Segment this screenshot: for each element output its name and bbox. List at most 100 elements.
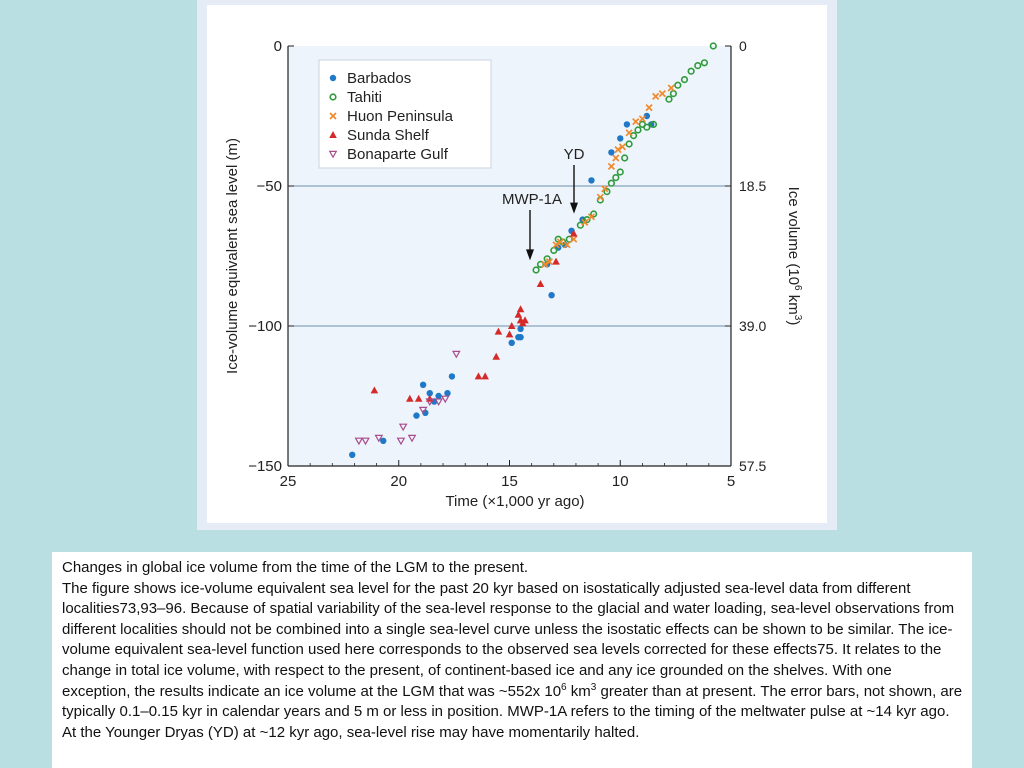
sunda-shelf-point: [521, 316, 529, 324]
annotation-mwp1a-arrowhead: [526, 249, 534, 261]
tahiti-point: [694, 61, 702, 70]
legend-box: [318, 59, 492, 169]
y2-tick-label: 39.0: [739, 318, 766, 334]
barbados-point: [548, 292, 555, 299]
bonaparte-gulf-point: [440, 395, 450, 404]
bonaparte-gulf-point: [354, 437, 364, 446]
huon-peninsula-point: [581, 218, 589, 227]
bonaparte-gulf-point: [425, 398, 435, 407]
barbados-point: [517, 325, 524, 332]
caption-title: Changes in global ice volume from the ti…: [62, 559, 529, 576]
bonaparte-gulf-point: [418, 406, 428, 415]
legend-marker: [329, 93, 337, 101]
x-tick-label: 10: [612, 473, 629, 490]
sunda-shelf-point: [425, 394, 434, 402]
caption-box: Changes in global ice volume from the ti…: [52, 552, 972, 768]
huon-peninsula-point: [638, 115, 647, 123]
sunda-shelf-point: [406, 394, 414, 402]
bonaparte-gulf-point: [407, 434, 417, 443]
tahiti-point: [625, 140, 633, 148]
tahiti-point: [536, 260, 545, 269]
y2-tick-label: 18.5: [739, 178, 766, 194]
tahiti-point: [687, 67, 695, 75]
barbados-point: [588, 177, 595, 184]
huon-peninsula-point: [563, 241, 571, 249]
figure-inner: 25 20 15 10 5 0 −50 −100 −150 0 18.5 39.0 57.5 Ice-v…: [207, 5, 827, 523]
huon-peninsula-point: [541, 260, 549, 269]
tahiti-point: [621, 154, 629, 162]
y2-axis-label: Ice volume (106 km3): [785, 187, 803, 326]
sunda-shelf-point: [552, 257, 560, 265]
figure-panel: 25 20 15 10 5 0 −50 −100 −150 0 18.5 39.0 57.5 Ice-v…: [197, 0, 837, 530]
sea-level-chart: 25 20 15 10 5 0 −50 −100 −150 0 18.5 39.0 57.5 Ice-v…: [224, 38, 803, 510]
huon-peninsula-point: [601, 185, 609, 193]
sunda-shelf-point: [494, 327, 503, 335]
barbados-point: [623, 121, 631, 128]
huon-peninsula-point: [545, 257, 553, 266]
x-axis-label: Time (×1,000 yr ago): [445, 493, 584, 510]
x-tick-label: 25: [280, 473, 297, 490]
bonaparte-gulf-point: [374, 434, 384, 443]
barbados-point: [413, 412, 420, 419]
annotation-mwp1a: MWP-1A: [502, 191, 562, 208]
huon-peninsula-point: [632, 117, 640, 126]
huon-peninsula-point: [607, 162, 615, 171]
barbados-point: [419, 381, 427, 388]
sunda-shelf-point: [492, 352, 501, 360]
legend-marker: [329, 112, 337, 120]
caption-body: The figure shows ice-volume equivalent s…: [62, 579, 963, 741]
bonaparte-gulf-point: [434, 398, 443, 407]
y-tick-label: −150: [248, 458, 282, 475]
barbados-point: [617, 135, 624, 142]
tahiti-point: [532, 266, 540, 274]
x-tick-label: 15: [501, 473, 518, 490]
barbados-point: [448, 373, 456, 380]
legend-label: Barbados: [347, 70, 411, 87]
sunda-shelf-point: [474, 372, 483, 380]
sunda-shelf-point: [536, 280, 545, 287]
tahiti-point: [665, 95, 673, 103]
barbados-point: [643, 112, 651, 120]
huon-peninsula-point: [556, 238, 565, 246]
huon-peninsula-point: [658, 89, 666, 98]
legend-label: Sunda Shelf: [347, 127, 430, 144]
y2-tick-label: 57.5: [739, 458, 766, 474]
tahiti-point: [603, 188, 611, 196]
barbados-point: [426, 390, 433, 397]
barbados-point: [435, 392, 442, 400]
x-tick-label: 5: [727, 473, 735, 490]
huon-peninsula-point: [625, 129, 633, 137]
tahiti-point: [607, 179, 615, 187]
legend-marker: [329, 74, 337, 82]
sunda-shelf-point: [481, 372, 489, 380]
tahiti-point: [709, 42, 717, 50]
tahiti-point: [674, 81, 682, 89]
tahiti-point: [649, 120, 658, 128]
huon-peninsula-point: [645, 103, 653, 112]
tahiti-point: [612, 174, 620, 182]
legend-label: Bonaparte Gulf: [347, 146, 449, 163]
sunda-shelf-point: [514, 310, 523, 318]
huon-peninsula-point: [570, 235, 578, 243]
annotation-yd-arrowhead: [570, 202, 578, 214]
bonaparte-gulf-point: [398, 423, 408, 432]
tahiti-point: [680, 75, 689, 84]
barbados-point: [380, 437, 387, 444]
legend-marker: [328, 150, 338, 159]
legend-label: Tahiti: [347, 89, 382, 106]
y-tick-label: −100: [248, 318, 282, 335]
barbados-point: [349, 451, 356, 458]
huon-peninsula-point: [587, 213, 596, 221]
sunda-shelf-point: [516, 305, 525, 313]
annotation-yd: YD: [564, 146, 585, 163]
x-tick-label: 20: [390, 473, 407, 490]
bonaparte-gulf-point: [361, 437, 370, 446]
y2-tick-label: 0: [739, 38, 747, 54]
huon-peninsula-point: [667, 84, 675, 92]
legend-label: Huon Peninsula: [347, 108, 454, 125]
bonaparte-gulf-point: [396, 437, 406, 446]
sunda-shelf-point: [414, 394, 423, 402]
huon-peninsula-point: [652, 92, 660, 101]
sunda-shelf-point: [370, 386, 379, 394]
sunda-shelf-point: [569, 229, 578, 237]
